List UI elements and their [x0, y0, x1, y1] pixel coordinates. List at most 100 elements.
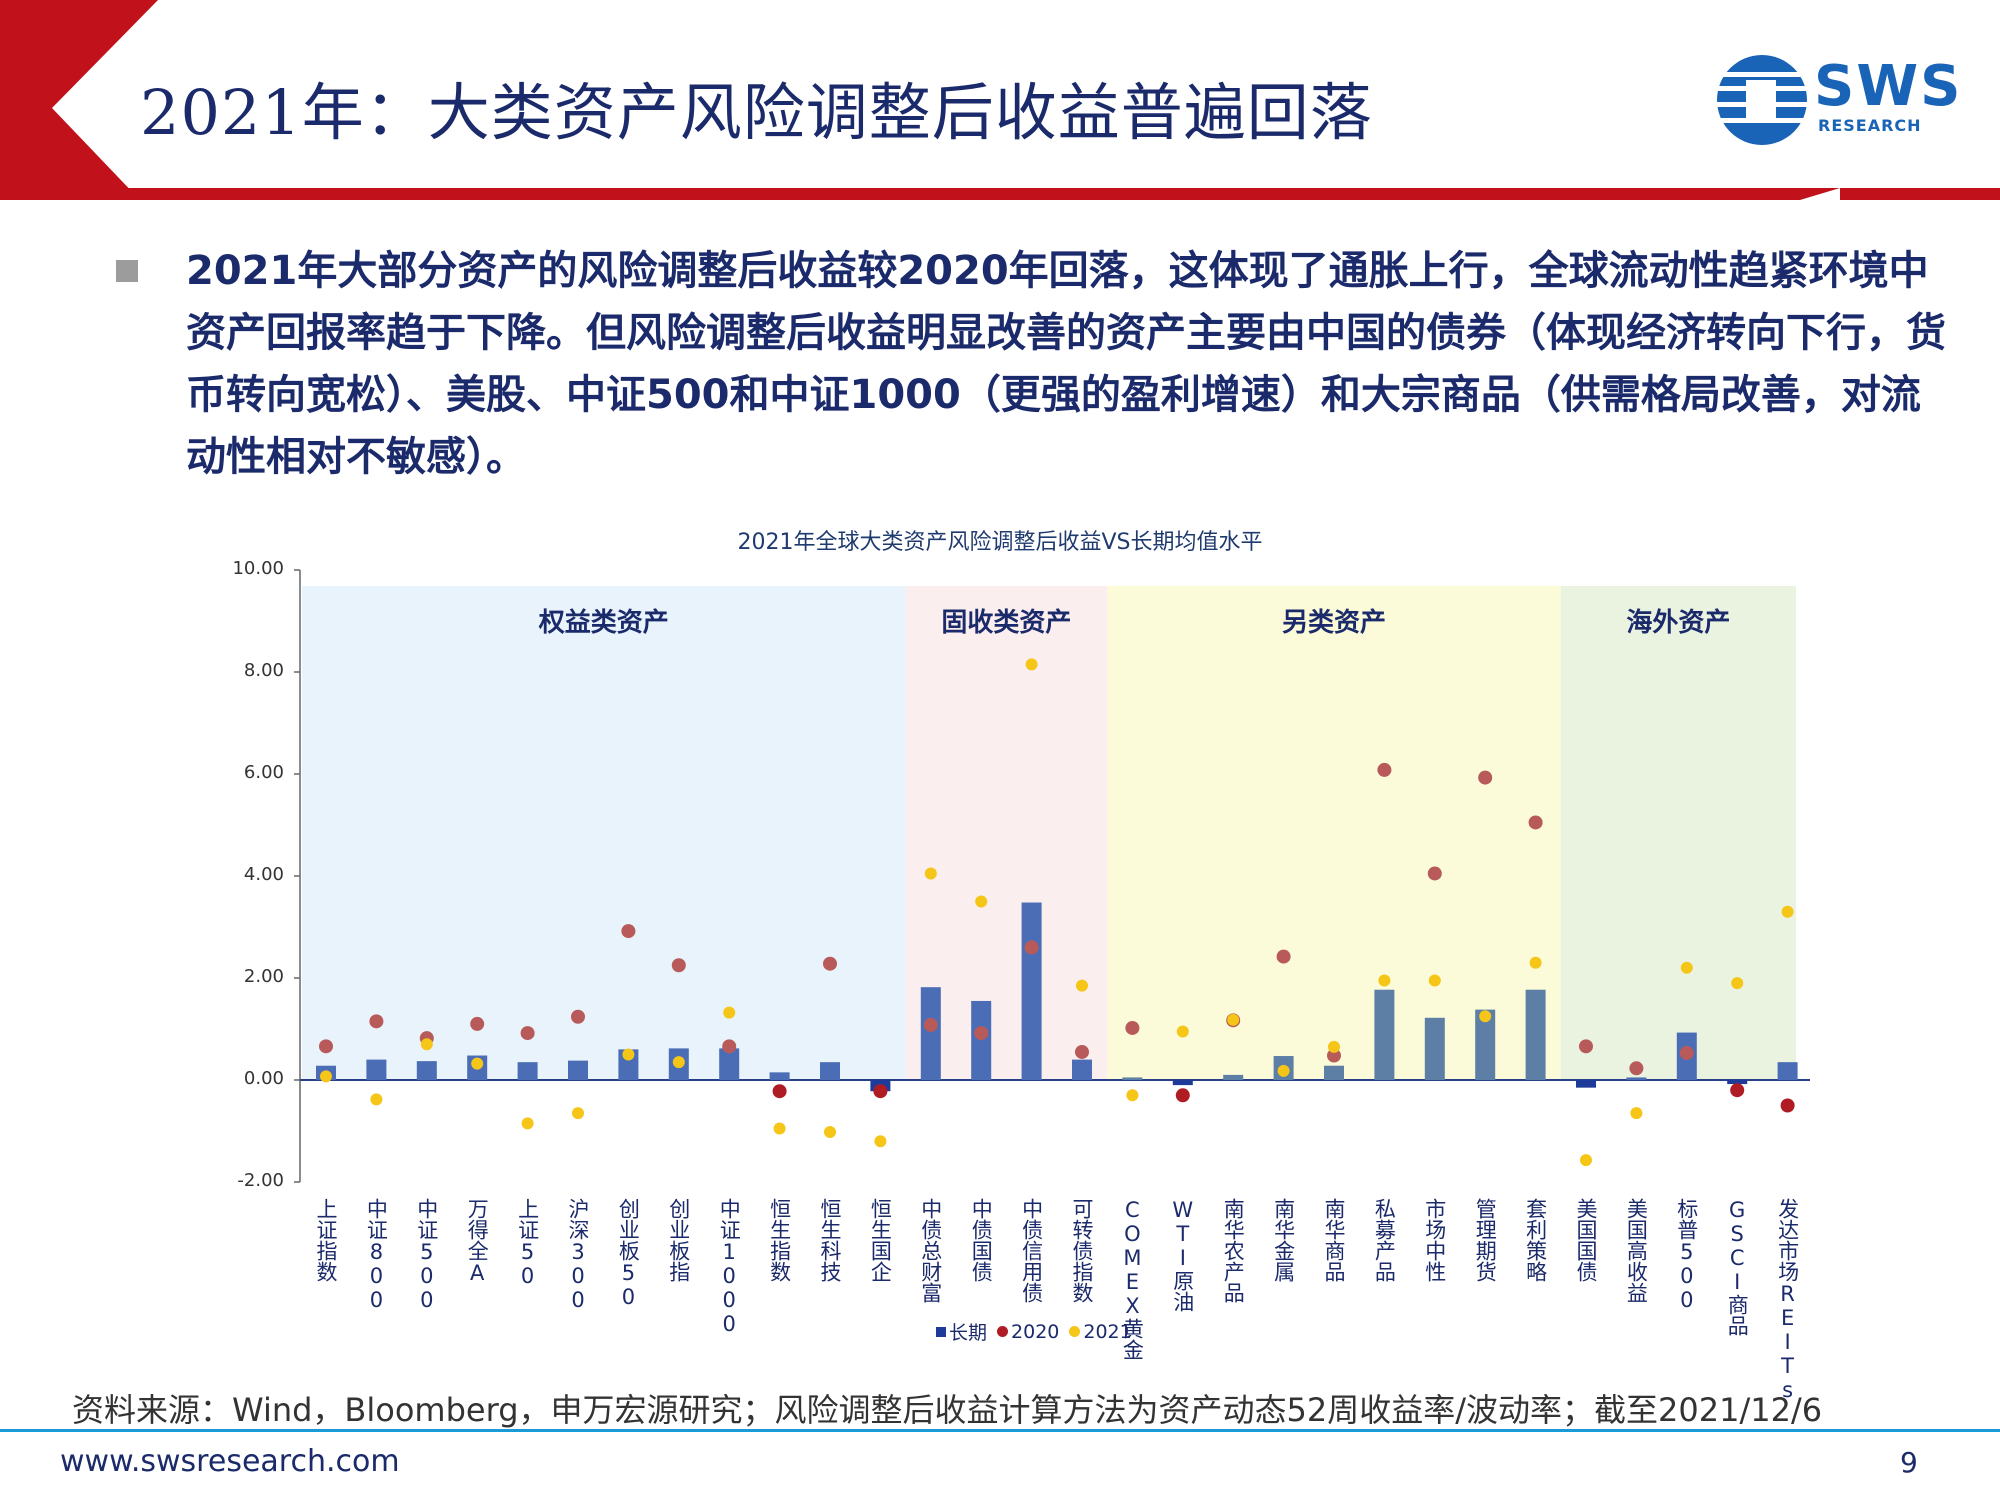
dot-2021 — [672, 1056, 685, 1069]
dot-2020 — [873, 1084, 888, 1099]
dot-2020 — [1679, 1045, 1694, 1060]
dot-2020 — [974, 1026, 989, 1041]
dot-2021 — [320, 1070, 332, 1083]
chart-title: 2021年全球大类资产风险调整后收益VS长期均值水平 — [737, 530, 1263, 555]
dot-2021 — [1529, 956, 1542, 969]
x-tick-label: 创业板指 — [666, 1198, 691, 1282]
dot-2020 — [1276, 949, 1291, 964]
dot-2020 — [722, 1039, 737, 1054]
sws-globe-icon — [1717, 55, 1807, 145]
bar-long — [1777, 1062, 1798, 1080]
dot-2020 — [1075, 1044, 1089, 1059]
dot-2021 — [1630, 1107, 1643, 1120]
bar-long — [1576, 1080, 1596, 1088]
dot-2021 — [1126, 1089, 1139, 1102]
footer-url: www.swsresearch.com — [60, 1444, 400, 1479]
x-tick-label: 沪深300 — [566, 1198, 590, 1312]
x-tick-label: 南华商品 — [1322, 1198, 1346, 1282]
dot-2021 — [1277, 1064, 1290, 1077]
bar-long — [769, 1072, 790, 1080]
bar-long — [366, 1059, 387, 1080]
square-bullet-icon — [116, 260, 138, 282]
dot-2020 — [671, 958, 686, 973]
bar-long — [1374, 989, 1395, 1080]
bar-long — [1223, 1074, 1244, 1080]
dot-2020 — [621, 924, 636, 939]
source-note: 资料来源：Wind，Bloomberg，申万宏源研究；风险调整后收益计算方法为资… — [72, 1391, 1823, 1429]
bar-long — [1072, 1059, 1092, 1080]
region-band-3 — [1560, 586, 1796, 1080]
x-tick-label: 中证1000 — [717, 1198, 742, 1336]
legend-dot-swatch-2021 — [1069, 1326, 1081, 1337]
logo-subtext: RESEARCH — [1818, 116, 1922, 135]
x-tick-label: 可转债指数 — [1070, 1198, 1094, 1303]
dot-2020 — [1780, 1098, 1795, 1113]
bar-long — [416, 1061, 437, 1080]
dot-2021 — [1479, 1010, 1492, 1023]
page-title: 2021年：大类资产风险调整后收益普遍回落 — [140, 76, 1373, 149]
legend-label-2021: 2021 — [1083, 1320, 1132, 1343]
sws-logo: SWS RESEARCH — [1712, 50, 1960, 150]
dot-2020 — [1377, 762, 1392, 777]
y-tick-label: 2.00 — [243, 966, 284, 987]
x-tick-label: 中债总财富 — [918, 1198, 943, 1303]
dot-2020 — [571, 1009, 585, 1024]
x-tick-label: 美国国债 — [1574, 1198, 1598, 1282]
dot-2021 — [1680, 961, 1693, 974]
bar-long — [1727, 1080, 1748, 1085]
dot-2021 — [370, 1093, 383, 1106]
y-tick-label: 10.00 — [232, 558, 284, 579]
y-tick-label: 8.00 — [243, 660, 284, 681]
dot-2020 — [1327, 1048, 1341, 1063]
dot-2021 — [924, 867, 937, 880]
dot-2021 — [622, 1048, 635, 1061]
x-tick-label: 恒生指数 — [767, 1198, 792, 1282]
dot-2020 — [369, 1014, 384, 1029]
dot-2021 — [1227, 1013, 1240, 1026]
x-tick-label: 万得全A — [465, 1198, 490, 1285]
header-red-rule-end — [1840, 188, 2000, 200]
x-tick-label: 创业板50 — [616, 1198, 641, 1309]
dot-2021 — [1428, 974, 1441, 987]
x-tick-label: 中证500 — [414, 1198, 439, 1312]
dot-2020 — [1528, 815, 1543, 830]
logo-wordmark: SWS — [1814, 54, 1963, 119]
x-tick-label: 恒生国企 — [868, 1198, 893, 1282]
x-tick-label: 中债信用债 — [1019, 1198, 1044, 1303]
legend-item-2021: 2021 — [1069, 1318, 1132, 1345]
bar-long — [920, 987, 941, 1080]
dot-2020 — [823, 956, 837, 971]
dot-2021 — [1580, 1154, 1592, 1167]
x-tick-label: COMEX黄金 — [1120, 1198, 1145, 1360]
y-tick-label: 0.00 — [243, 1068, 284, 1089]
dot-2021 — [723, 1006, 736, 1019]
x-tick-label: GSCI商品 — [1725, 1198, 1750, 1336]
dot-2020 — [1629, 1061, 1644, 1076]
x-tick-label: 发达市场REITs — [1775, 1198, 1800, 1402]
region-label: 海外资产 — [1626, 608, 1731, 638]
bar-long — [517, 1062, 538, 1080]
region-band-2 — [1107, 586, 1561, 1080]
legend-bar-swatch — [936, 1326, 946, 1337]
x-tick-label: WTI原油 — [1170, 1198, 1195, 1312]
dot-2020 — [1024, 940, 1039, 955]
bar-long — [1172, 1080, 1193, 1086]
footer-rule — [0, 1429, 2000, 1432]
legend-label-long: 长期 — [949, 1322, 988, 1344]
y-tick-label: -2.00 — [237, 1170, 284, 1191]
region-label: 另类资产 — [1281, 608, 1386, 638]
bar-long — [1424, 1017, 1445, 1080]
bar-long — [1324, 1065, 1344, 1080]
dot-2021 — [975, 895, 988, 908]
bar-long — [719, 1048, 740, 1080]
x-tick-label: 私募产品 — [1372, 1198, 1397, 1282]
y-tick-label: 6.00 — [243, 762, 284, 783]
x-tick-label: 管理期货 — [1473, 1198, 1498, 1282]
page-number: 9 — [1900, 1446, 1918, 1479]
legend-item-2020: 2020 — [997, 1318, 1059, 1345]
dot-2021 — [1025, 658, 1038, 671]
dot-2020 — [520, 1026, 535, 1041]
dot-2020 — [1478, 770, 1493, 785]
x-tick-label: 美国高收益 — [1624, 1198, 1649, 1303]
x-tick-label: 上证50 — [515, 1198, 540, 1288]
